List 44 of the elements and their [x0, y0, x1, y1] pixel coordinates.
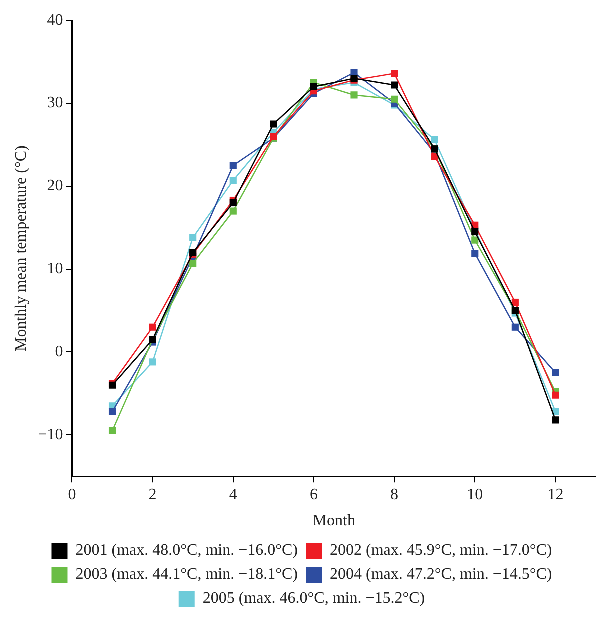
x-tick-label: 10	[467, 486, 484, 504]
legend-label: 2003 (max. 44.1°C, min. −18.1°C)	[76, 566, 298, 584]
point	[230, 177, 237, 184]
point	[472, 250, 479, 258]
y-tick-label: 10	[47, 260, 64, 278]
x-tick-label: 2	[148, 486, 157, 504]
point	[149, 324, 156, 331]
point	[230, 208, 237, 215]
legend-label: 2002 (max. 45.9°C, min. −17.0°C)	[330, 542, 552, 560]
legend-label: 2005 (max. 46.0°C, min. −15.2°C)	[202, 590, 426, 608]
point	[108, 427, 116, 435]
legend-label: 2001 (max. 48.0°C, min. −16.0°C)	[76, 542, 298, 560]
y-tick-label: 30	[47, 94, 64, 112]
point	[350, 92, 358, 99]
legend-label: 2004 (max. 47.2°C, min. −14.5°C)	[330, 566, 552, 584]
x-tick-label: 6	[310, 486, 318, 504]
point	[512, 298, 519, 306]
y-tick-label: 40	[47, 12, 64, 29]
point	[108, 408, 116, 416]
point	[431, 136, 438, 144]
point	[391, 82, 398, 89]
x-tick-label: 12	[548, 486, 564, 504]
point	[310, 83, 318, 90]
x-tick-label: 8	[390, 486, 399, 504]
point	[149, 358, 156, 366]
point	[472, 236, 479, 244]
x-axis-title: Month	[312, 512, 356, 530]
point	[552, 369, 560, 376]
point	[391, 70, 398, 78]
point	[230, 199, 237, 207]
point	[552, 416, 560, 424]
x-tick-label: 0	[68, 486, 76, 504]
y-tick-label: 0	[55, 343, 64, 360]
y-tick-label: 20	[47, 178, 64, 195]
y-tick-label: −10	[38, 426, 64, 444]
point	[190, 260, 197, 268]
point	[552, 392, 560, 399]
point	[270, 120, 278, 128]
y-axis-title: Monthly mean temperature (°C)	[12, 146, 30, 352]
point	[190, 234, 197, 242]
point	[512, 324, 519, 331]
point	[391, 96, 398, 103]
point	[230, 162, 237, 170]
x-tick-label: 4	[229, 486, 238, 504]
